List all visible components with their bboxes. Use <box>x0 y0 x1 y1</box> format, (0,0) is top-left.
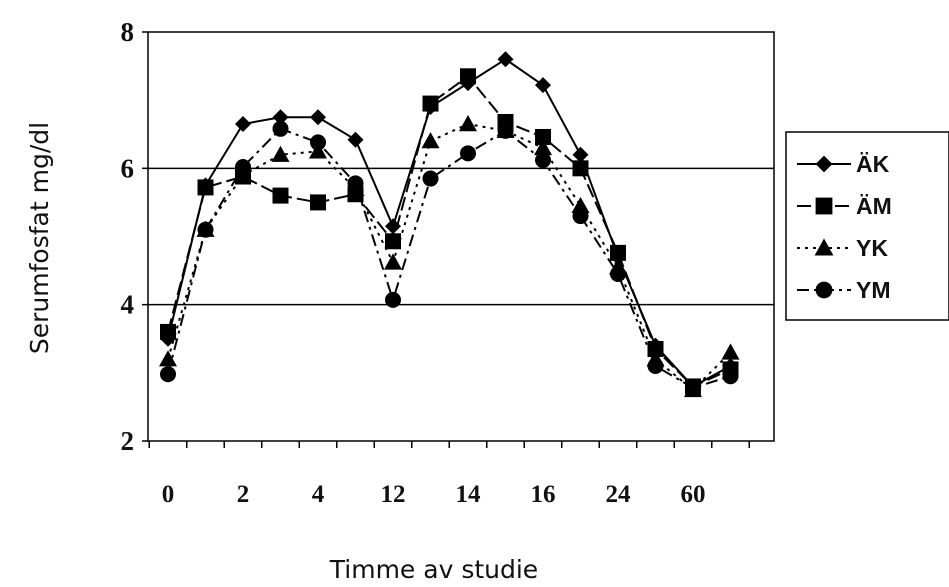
x-axis-title: Timme av studie <box>329 555 538 584</box>
legend-marker-circle <box>815 281 833 299</box>
data-point-circle <box>197 221 214 238</box>
plot-area <box>147 31 775 442</box>
data-point-diamond <box>385 218 401 235</box>
data-point-triangle <box>571 196 590 214</box>
data-point-circle <box>422 170 439 187</box>
legend-marker-triangle <box>814 238 834 256</box>
data-point-circle <box>310 134 326 151</box>
data-point-diamond <box>310 109 326 126</box>
legend-label-3: YK <box>856 235 888 261</box>
data-point-square <box>197 179 214 196</box>
legend-item-3: YK <box>797 235 888 261</box>
legend-marker-square <box>815 197 833 215</box>
data-point-circle <box>272 120 289 137</box>
data-point-circle <box>160 366 176 383</box>
data-point-diamond <box>497 51 514 68</box>
data-point-circle <box>572 208 589 225</box>
x-tick-label-0: 0 <box>162 481 175 508</box>
legend: ÄK ÄM YK YM <box>785 131 949 321</box>
x-tick-label-14: 14 <box>456 481 482 508</box>
y-tick-label-4: 4 <box>121 290 135 320</box>
data-point-triangle <box>271 145 290 162</box>
data-point-diamond <box>535 77 551 94</box>
x-tick-label-60: 60 <box>681 481 706 508</box>
legend-item-2: ÄM <box>797 193 892 219</box>
data-point-triangle <box>721 343 740 360</box>
data-point-square <box>610 244 626 261</box>
legend-marker-diamond <box>815 155 833 173</box>
data-point-circle <box>685 379 701 396</box>
legend-item-4: YM <box>797 277 891 303</box>
data-series <box>159 51 740 398</box>
data-point-circle <box>460 145 476 162</box>
y-axis-ticks: 2 4 6 8 <box>121 17 148 456</box>
x-tick-label-16: 16 <box>531 481 556 508</box>
series-2 <box>160 68 739 395</box>
data-point-triangle <box>421 132 440 149</box>
data-point-circle <box>497 122 514 139</box>
data-point-circle <box>647 358 664 375</box>
y-tick-label-2: 2 <box>121 426 135 456</box>
series-4 <box>160 120 739 396</box>
legend-items: ÄK ÄM YK YM <box>797 151 892 303</box>
x-tick-label-12: 12 <box>381 481 406 508</box>
series-line-2 <box>167 74 731 388</box>
series-line-4 <box>167 127 731 389</box>
data-point-triangle <box>159 350 177 367</box>
x-tick-label-2: 2 <box>237 481 250 508</box>
data-point-diamond <box>347 131 364 148</box>
y-tick-label-8: 8 <box>121 17 135 47</box>
data-point-circle <box>385 291 401 308</box>
data-point-triangle <box>534 138 552 156</box>
data-point-diamond <box>572 146 589 163</box>
y-tick-label-6: 6 <box>121 153 135 183</box>
x-tick-label-24: 24 <box>606 481 632 508</box>
legend-label-2: ÄM <box>856 193 892 219</box>
data-point-square <box>535 128 551 145</box>
y-axis-title: Serumfosfat mg/dl <box>25 122 54 354</box>
x-axis-ticks: 0 2 4 12 14 16 24 60 <box>148 441 750 508</box>
data-point-diamond <box>235 116 251 133</box>
data-point-circle <box>347 175 364 192</box>
data-point-square <box>572 160 589 177</box>
data-point-square <box>160 323 176 340</box>
gridlines <box>148 167 774 306</box>
data-point-circle <box>610 265 626 282</box>
data-point-square <box>460 68 476 85</box>
data-point-square <box>385 233 401 250</box>
data-point-square <box>272 187 289 204</box>
data-point-triangle <box>459 115 477 132</box>
legend-item-1: ÄK <box>797 151 890 177</box>
data-point-circle <box>535 152 551 169</box>
data-point-circle <box>722 368 739 385</box>
data-point-circle <box>235 158 251 175</box>
data-point-triangle <box>384 253 402 270</box>
legend-label-1: ÄK <box>856 151 890 177</box>
data-point-diamond <box>272 109 289 126</box>
data-point-square <box>422 95 439 112</box>
data-point-square <box>310 194 326 211</box>
legend-label-4: YM <box>856 277 891 303</box>
x-tick-label-4: 4 <box>312 481 325 508</box>
data-point-square <box>647 340 664 357</box>
